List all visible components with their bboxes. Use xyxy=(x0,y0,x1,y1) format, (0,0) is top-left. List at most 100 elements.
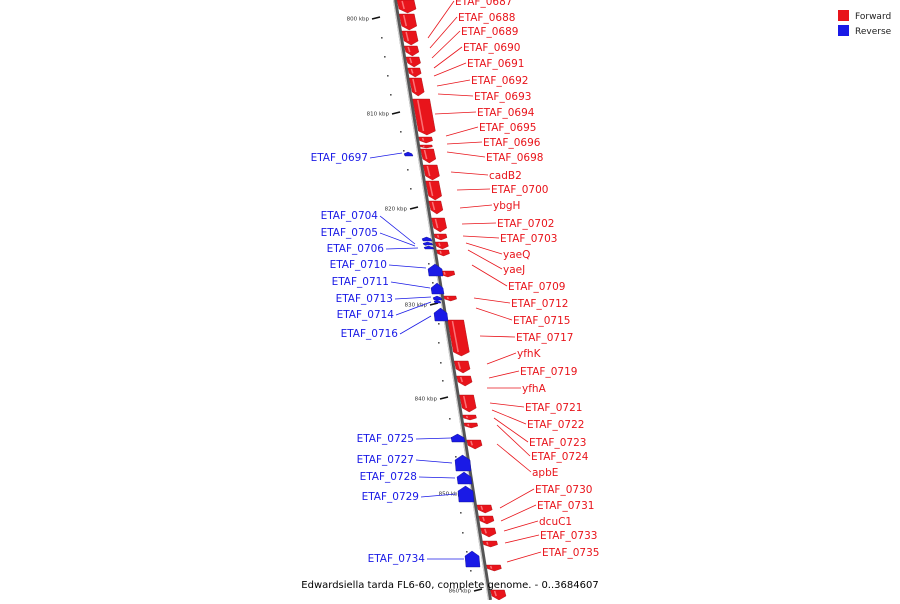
forward-gene-label-etaf-0690[interactable]: ETAF_0690 xyxy=(463,42,520,54)
forward-gene-glyph[interactable] xyxy=(408,68,421,77)
forward-leader-line xyxy=(438,94,473,96)
forward-gene-label-etaf-0735[interactable]: ETAF_0735 xyxy=(542,547,599,559)
forward-gene-label-cadb2[interactable]: cadB2 xyxy=(489,170,522,182)
reverse-gene-label-etaf-0710[interactable]: ETAF_0710 xyxy=(330,259,387,271)
reverse-gene-glyph[interactable] xyxy=(434,300,441,303)
reverse-gene-label-etaf-0729[interactable]: ETAF_0729 xyxy=(362,491,419,503)
forward-gene-label-etaf-0702[interactable]: ETAF_0702 xyxy=(497,218,554,230)
forward-gene-glyph[interactable] xyxy=(444,296,457,301)
reverse-gene-label-etaf-0705[interactable]: ETAF_0705 xyxy=(321,227,378,239)
reverse-gene-glyph[interactable] xyxy=(422,237,432,241)
reverse-gene-label-etaf-0713[interactable]: ETAF_0713 xyxy=(336,293,393,305)
reverse-gene-label-etaf-0727[interactable]: ETAF_0727 xyxy=(357,454,414,466)
forward-gene-label-etaf-0719[interactable]: ETAF_0719 xyxy=(520,366,577,378)
forward-gene-label-yaeq[interactable]: yaeQ xyxy=(503,249,530,261)
ruler-dot xyxy=(381,37,383,39)
forward-gene-label-ybgh[interactable]: ybgH xyxy=(493,200,520,212)
forward-gene-glyph[interactable] xyxy=(420,145,432,148)
forward-gene-glyph[interactable] xyxy=(481,528,496,537)
forward-gene-glyph[interactable] xyxy=(437,250,450,256)
ruler-dot xyxy=(410,188,412,190)
forward-gene-label-etaf-0712[interactable]: ETAF_0712 xyxy=(511,298,568,310)
forward-gene-glyph[interactable] xyxy=(477,505,492,513)
forward-gene-shine xyxy=(487,542,488,545)
forward-gene-label-etaf-0717[interactable]: ETAF_0717 xyxy=(516,332,573,344)
forward-gene-glyph[interactable] xyxy=(432,218,447,232)
reverse-gene-label-etaf-0716[interactable]: ETAF_0716 xyxy=(341,328,399,340)
reverse-gene-label-etaf-0704[interactable]: ETAF_0704 xyxy=(321,210,379,222)
forward-gene-glyph[interactable] xyxy=(464,423,478,428)
forward-gene-label-dcuc1[interactable]: dcuC1 xyxy=(539,516,572,528)
forward-gene-label-etaf-0703[interactable]: ETAF_0703 xyxy=(500,233,557,245)
forward-gene-glyph[interactable] xyxy=(406,57,421,67)
forward-gene-glyph[interactable] xyxy=(419,137,433,143)
reverse-gene-label-etaf-0734[interactable]: ETAF_0734 xyxy=(368,553,426,565)
reverse-gene-glyph[interactable] xyxy=(428,264,443,276)
ruler-dot xyxy=(438,342,440,344)
forward-gene-label-etaf-0698[interactable]: ETAF_0698 xyxy=(486,152,543,164)
forward-gene-label-etaf-0694[interactable]: ETAF_0694 xyxy=(477,107,535,119)
genome-caption: Edwardsiella tarda FL6-60, complete geno… xyxy=(301,580,598,591)
forward-gene-label-etaf-0722[interactable]: ETAF_0722 xyxy=(527,419,584,431)
forward-gene-label-etaf-0693[interactable]: ETAF_0693 xyxy=(474,91,531,103)
forward-gene-glyph[interactable] xyxy=(404,46,419,56)
forward-gene-glyph[interactable] xyxy=(399,14,417,30)
forward-gene-label-etaf-0691[interactable]: ETAF_0691 xyxy=(467,58,524,70)
forward-gene-glyph[interactable] xyxy=(457,376,473,386)
forward-leader-line xyxy=(463,236,499,238)
forward-gene-label-apbe[interactable]: apbE xyxy=(532,467,558,479)
forward-gene-label-etaf-0687[interactable]: ETAF_0687 xyxy=(455,0,512,8)
ruler-dot xyxy=(462,532,464,534)
forward-gene-glyph[interactable] xyxy=(467,440,482,449)
forward-leader-line xyxy=(460,205,492,208)
forward-gene-glyph[interactable] xyxy=(479,516,494,524)
forward-gene-label-yfha[interactable]: yfhA xyxy=(522,383,547,395)
forward-leader-line xyxy=(437,80,470,86)
forward-gene-label-etaf-0688[interactable]: ETAF_0688 xyxy=(458,12,515,24)
forward-gene-label-etaf-0695[interactable]: ETAF_0695 xyxy=(479,122,536,134)
forward-gene-label-etaf-0696[interactable]: ETAF_0696 xyxy=(483,137,541,149)
reverse-gene-label-etaf-0711[interactable]: ETAF_0711 xyxy=(332,276,389,288)
forward-gene-label-etaf-0731[interactable]: ETAF_0731 xyxy=(537,500,594,512)
forward-gene-glyph[interactable] xyxy=(397,0,416,13)
forward-gene-label-etaf-0715[interactable]: ETAF_0715 xyxy=(513,315,570,327)
forward-gene-label-etaf-0730[interactable]: ETAF_0730 xyxy=(535,484,592,496)
forward-leader-line xyxy=(432,31,460,58)
forward-gene-glyph[interactable] xyxy=(490,590,506,600)
forward-gene-shine xyxy=(439,243,440,246)
forward-gene-glyph[interactable] xyxy=(483,541,498,547)
forward-gene-label-etaf-0692[interactable]: ETAF_0692 xyxy=(471,75,528,87)
reverse-gene-label-etaf-0714[interactable]: ETAF_0714 xyxy=(337,309,395,321)
reverse-gene-glyph[interactable] xyxy=(404,152,413,156)
forward-gene-shine xyxy=(440,251,441,254)
forward-leader-line xyxy=(497,444,531,472)
forward-gene-label-etaf-0723[interactable]: ETAF_0723 xyxy=(529,437,586,449)
forward-gene-label-yaej[interactable]: yaeJ xyxy=(503,264,525,276)
reverse-gene-label-etaf-0728[interactable]: ETAF_0728 xyxy=(360,471,417,483)
forward-gene-glyph[interactable] xyxy=(402,31,418,45)
forward-gene-label-etaf-0733[interactable]: ETAF_0733 xyxy=(540,530,597,542)
forward-gene-label-etaf-0709[interactable]: ETAF_0709 xyxy=(508,281,565,293)
forward-gene-glyph[interactable] xyxy=(423,165,439,180)
forward-gene-label-etaf-0689[interactable]: ETAF_0689 xyxy=(461,26,518,38)
forward-gene-glyph[interactable] xyxy=(460,395,477,412)
forward-gene-glyph[interactable] xyxy=(429,201,443,214)
forward-gene-glyph[interactable] xyxy=(421,149,436,163)
forward-gene-label-etaf-0700[interactable]: ETAF_0700 xyxy=(491,184,548,196)
reverse-gene-label-etaf-0725[interactable]: ETAF_0725 xyxy=(357,433,414,445)
tick-mark xyxy=(392,112,400,114)
forward-gene-glyph[interactable] xyxy=(486,565,501,571)
forward-gene-label-yfhk[interactable]: yfhK xyxy=(517,348,542,360)
forward-gene-label-etaf-0721[interactable]: ETAF_0721 xyxy=(525,402,582,414)
forward-leader-line xyxy=(434,47,462,68)
reverse-gene-label-etaf-0697[interactable]: ETAF_0697 xyxy=(311,152,368,164)
forward-gene-glyph[interactable] xyxy=(454,361,470,373)
reverse-gene-glyph[interactable] xyxy=(465,551,480,567)
forward-gene-glyph[interactable] xyxy=(463,415,477,420)
forward-gene-label-etaf-0724[interactable]: ETAF_0724 xyxy=(531,451,589,463)
forward-gene-glyph[interactable] xyxy=(434,234,447,240)
forward-gene-glyph[interactable] xyxy=(435,242,448,249)
ruler-dot xyxy=(384,56,386,58)
reverse-gene-label-etaf-0706[interactable]: ETAF_0706 xyxy=(327,243,385,255)
tick-mark xyxy=(440,397,448,399)
